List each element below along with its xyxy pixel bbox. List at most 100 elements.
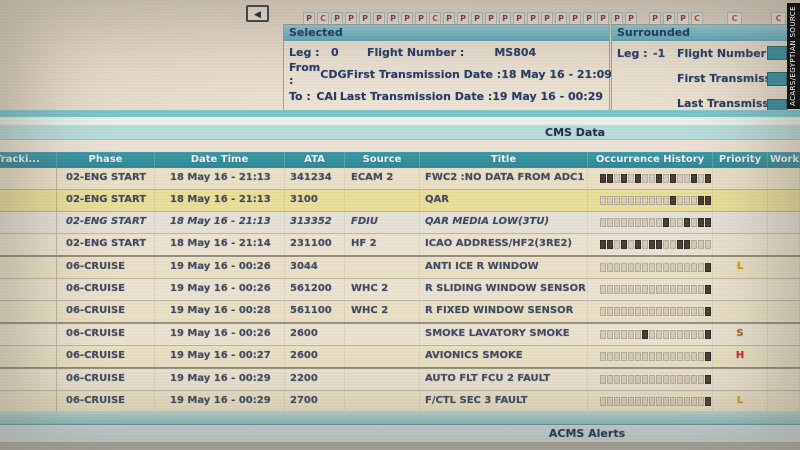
selected-flight-panel: Selected Leg : 0 Flight Number : MS804 F…	[283, 24, 612, 111]
occurrence-square	[642, 397, 648, 406]
column-header-tracki[interactable]: Tracki...	[0, 152, 57, 168]
occurrence-square	[670, 218, 676, 227]
occurrence-square	[649, 218, 655, 227]
table-row[interactable]: 06-CRUISE 19 May 16 - 00:29 2200 AUTO FLT F…	[0, 369, 800, 391]
cell-phase: 02-ENG START	[57, 234, 155, 255]
report-button-c[interactable]: C	[691, 12, 703, 26]
occurrence-square	[705, 263, 711, 272]
occurrence-square	[684, 397, 690, 406]
cell-work	[768, 168, 800, 189]
occurrence-square	[663, 375, 669, 384]
report-button-c[interactable]: C	[317, 12, 329, 26]
table-row[interactable]: 02-ENG START 18 May 16 - 21:13 341234 ECAM …	[0, 168, 800, 190]
occurrence-square	[649, 285, 655, 294]
table-row[interactable]: 06-CRUISE 19 May 16 - 00:26 2600 SMOKE LAVA…	[0, 324, 800, 346]
bottom-edge-band	[0, 442, 800, 450]
occurrence-square	[649, 397, 655, 406]
occurrence-square	[635, 330, 641, 339]
occurrence-square	[705, 240, 711, 249]
occurrence-square	[628, 285, 634, 294]
occurrence-square	[635, 307, 641, 316]
to-label: To :	[289, 89, 311, 103]
occurrence-square	[684, 352, 690, 361]
cell-priority: L	[713, 391, 768, 412]
table-row[interactable]: 06-CRUISE 19 May 16 - 00:26 3044 ANTI ICE R…	[0, 257, 800, 279]
report-button-p[interactable]: P	[401, 12, 413, 26]
to-value: CAI	[316, 89, 338, 103]
divider-band-light	[0, 117, 800, 125]
occurrence-square	[691, 352, 697, 361]
report-button-c[interactable]: C	[727, 12, 742, 26]
table-row[interactable]: 06-CRUISE 19 May 16 - 00:29 2700 F/CTL SEC …	[0, 391, 800, 414]
report-button-p[interactable]: P	[471, 12, 483, 26]
collapse-panel-button[interactable]: ◀	[246, 5, 269, 22]
report-button-p[interactable]: P	[611, 12, 623, 26]
occurrence-square	[600, 240, 606, 249]
occurrence-square	[614, 263, 620, 272]
cell-title: AUTO FLT FCU 2 FAULT	[420, 369, 588, 390]
cell-work	[768, 190, 800, 211]
cell-source	[345, 369, 420, 390]
occurrence-square	[635, 196, 641, 205]
occurrence-square	[600, 196, 606, 205]
cell-date-time: 19 May 16 - 00:26	[155, 324, 285, 345]
last-transmission-value: 19 May 16 - 00:29	[492, 89, 603, 103]
occurrence-square	[635, 174, 641, 183]
occurrence-square	[670, 330, 676, 339]
cell-phase: 02-ENG START	[57, 190, 155, 211]
column-header-date-time[interactable]: Date Time	[155, 152, 285, 168]
occurrence-square	[600, 218, 606, 227]
cell-work	[768, 369, 800, 390]
occurrence-square	[600, 375, 606, 384]
occurrence-square	[642, 330, 648, 339]
cell-work	[768, 212, 800, 233]
cell-date-time: 19 May 16 - 00:29	[155, 369, 285, 390]
occurrence-square	[684, 218, 690, 227]
occurrence-square	[677, 330, 683, 339]
occurrence-square	[600, 397, 606, 406]
occurrence-square	[698, 218, 704, 227]
cell-ata: 3044	[285, 257, 345, 278]
table-row[interactable]: 02-ENG START 18 May 16 - 21:13 313352 FDIU Q…	[0, 212, 800, 234]
occurrence-square	[600, 263, 606, 272]
table-row[interactable]: 06-CRUISE 19 May 16 - 00:27 2600 AVIONICS S…	[0, 346, 800, 369]
acms-alerts-title[interactable]: ACMS Alerts	[548, 427, 626, 440]
column-header-source[interactable]: Source	[345, 152, 420, 168]
occurrence-square	[705, 375, 711, 384]
cell-phase: 06-CRUISE	[57, 369, 155, 390]
occurrence-square	[663, 196, 669, 205]
occurrence-square	[621, 330, 627, 339]
occurrence-square	[691, 375, 697, 384]
report-button-p[interactable]: P	[569, 12, 581, 26]
occurrence-square	[614, 196, 620, 205]
source-watermark: ACARS/EGYPTIAN SOURCE	[787, 3, 800, 109]
occurrence-square	[600, 307, 606, 316]
selected-from-row: From : CDG First Transmission Date : 18 …	[284, 61, 612, 87]
column-header-work[interactable]: Work	[770, 154, 800, 165]
column-header-phase[interactable]: Phase	[57, 152, 155, 168]
flight-number-value: MS804	[494, 45, 537, 59]
occurrence-square	[684, 285, 690, 294]
occurrence-square	[677, 352, 683, 361]
cell-ata: 561100	[285, 301, 345, 322]
report-button-p[interactable]: P	[415, 12, 427, 26]
column-header-priority[interactable]: Priority	[713, 152, 768, 168]
table-row[interactable]: 02-ENG START 18 May 16 - 21:13 3100 QAR	[0, 190, 800, 212]
occurrence-square	[635, 218, 641, 227]
occurrence-square	[621, 263, 627, 272]
cell-occurrence-history	[588, 190, 713, 211]
column-header-occurrence-history[interactable]: Occurrence History	[588, 152, 713, 168]
occurrence-square	[600, 330, 606, 339]
column-header-title[interactable]: Title	[420, 152, 588, 168]
cell-occurrence-history	[588, 212, 713, 233]
column-header-ata[interactable]: ATA	[285, 152, 345, 168]
occurrence-square	[614, 352, 620, 361]
occurrence-square	[600, 352, 606, 361]
occurrence-square	[684, 174, 690, 183]
occurrence-square	[705, 352, 711, 361]
